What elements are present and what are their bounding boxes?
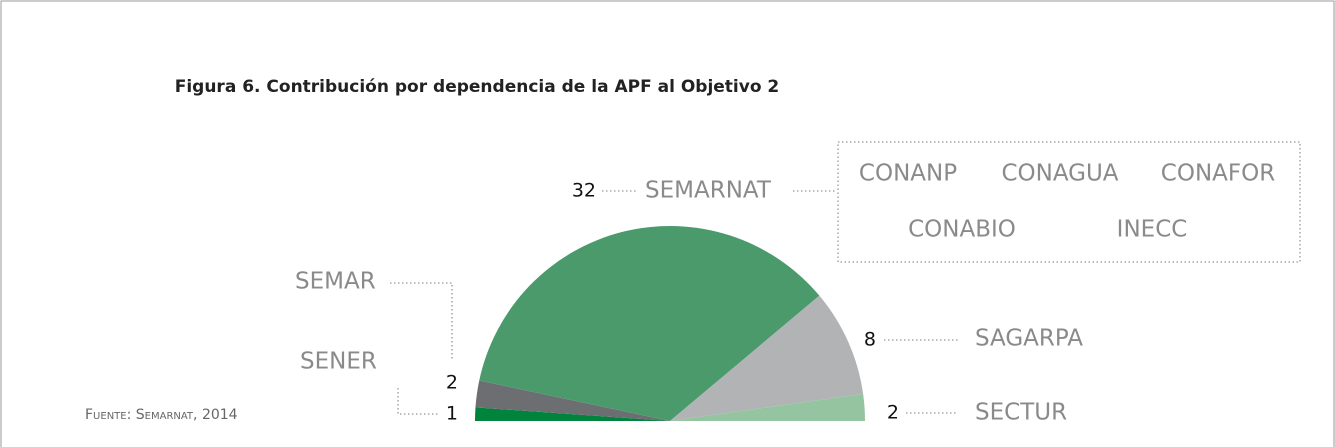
- agency-label: INECC: [1117, 217, 1188, 243]
- slice: [475, 380, 670, 421]
- category-label: SEMAR: [295, 269, 376, 295]
- category-label: SENER: [300, 349, 377, 375]
- agency-label: CONABIO: [908, 217, 1016, 243]
- leader: [397, 388, 440, 415]
- category-label: SECTUR: [975, 400, 1067, 426]
- chart-title: Figura 6. Contribución por dependencia d…: [175, 77, 780, 97]
- source: Fuente: Semarnat, 2014: [85, 407, 238, 423]
- value-label: 2: [446, 372, 458, 394]
- slice: [670, 295, 864, 421]
- category-label: SEMARNAT: [645, 178, 772, 204]
- value-label: 2: [887, 402, 899, 424]
- agency-label: CONAFOR: [1161, 161, 1275, 187]
- leader-lines: [390, 190, 958, 415]
- agency-label: CONANP: [859, 161, 957, 187]
- agency-label: CONAGUA: [1001, 161, 1118, 187]
- category-label: SAGARPA: [975, 326, 1083, 352]
- agency-box: [837, 141, 1301, 263]
- value-label: 8: [864, 329, 876, 351]
- slice: [670, 393, 865, 421]
- slice: [479, 226, 820, 421]
- value-label: 32: [572, 180, 596, 202]
- value-label: 1: [446, 403, 458, 425]
- leader: [390, 282, 453, 360]
- slice: [475, 407, 670, 421]
